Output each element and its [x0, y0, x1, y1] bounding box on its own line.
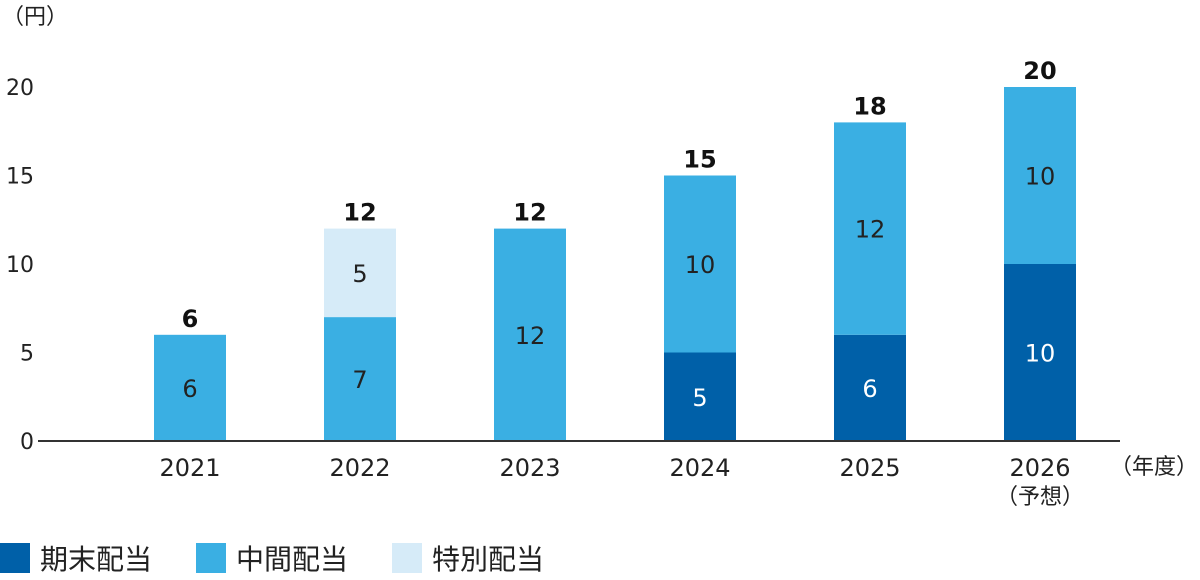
bar-segment-2025: [834, 334, 906, 441]
x-tick-label: 2026: [1009, 454, 1070, 482]
legend-swatch: [196, 543, 227, 573]
legend-label: 中間配当: [236, 543, 349, 576]
y-tick-label: 15: [6, 165, 34, 190]
legend-label: 特別配当: [432, 543, 545, 576]
x-tick-label: 2022: [329, 454, 390, 482]
bar-total-label: 20: [1023, 57, 1056, 85]
y-tick-label: 10: [6, 253, 34, 278]
y-unit-label: （円）: [2, 5, 68, 30]
segment-value-label: 10: [1025, 163, 1056, 191]
segment-value-label: 12: [855, 216, 886, 244]
x-tick-label: 2024: [669, 454, 730, 482]
bar-total-label: 12: [513, 199, 546, 227]
segment-value-label: 7: [352, 366, 367, 394]
legend-item: 中間配当: [196, 538, 348, 578]
y-tick-label: 20: [6, 76, 34, 101]
bar-total-label: 12: [343, 199, 376, 227]
dividend-chart: （円） 0 5 10 15 20 6 6 2021 7 5 12 2022 12 12 2023 5 10 15 20…: [2, 5, 1198, 510]
legend-item: 特別配当: [392, 538, 544, 578]
x-unit-label: （年度）: [1110, 455, 1198, 480]
legend-swatch: [392, 543, 423, 573]
x-tick-sublabel: （予想）: [996, 485, 1084, 510]
bar-segment-2024: [664, 352, 736, 441]
chart-legend: 期末配当 中間配当 特別配当: [0, 538, 588, 578]
segment-value-label: 12: [515, 322, 546, 350]
bar-segment-2021: [154, 334, 226, 441]
bar-segment-2022: [324, 228, 396, 318]
bar-segment-2023: [494, 228, 566, 441]
segment-value-label: 6: [862, 375, 877, 403]
legend-label: 期末配当: [40, 543, 153, 576]
bar-total-label: 6: [182, 305, 199, 333]
bar-segment-2025: [834, 122, 906, 335]
segment-value-label: 10: [685, 251, 716, 279]
segment-value-label: 5: [352, 260, 367, 288]
segment-value-label: 5: [692, 384, 707, 412]
y-tick-label: 0: [20, 430, 34, 455]
x-tick-label: 2025: [839, 454, 900, 482]
bar-total-label: 18: [853, 92, 886, 120]
bar-total-label: 15: [683, 146, 716, 174]
x-tick-label: 2021: [159, 454, 220, 482]
bar-segment-2022: [324, 317, 396, 441]
legend-swatch: [0, 543, 30, 573]
legend-item: 期末配当: [0, 538, 152, 578]
bar-segment-2026: [1004, 87, 1076, 264]
segment-value-label: 10: [1025, 340, 1056, 368]
bar-segment-2024: [664, 175, 736, 353]
x-tick-label: 2023: [499, 454, 560, 482]
segment-value-label: 6: [182, 375, 197, 403]
y-tick-label: 5: [20, 342, 34, 367]
bar-segment-2026: [1004, 264, 1076, 441]
